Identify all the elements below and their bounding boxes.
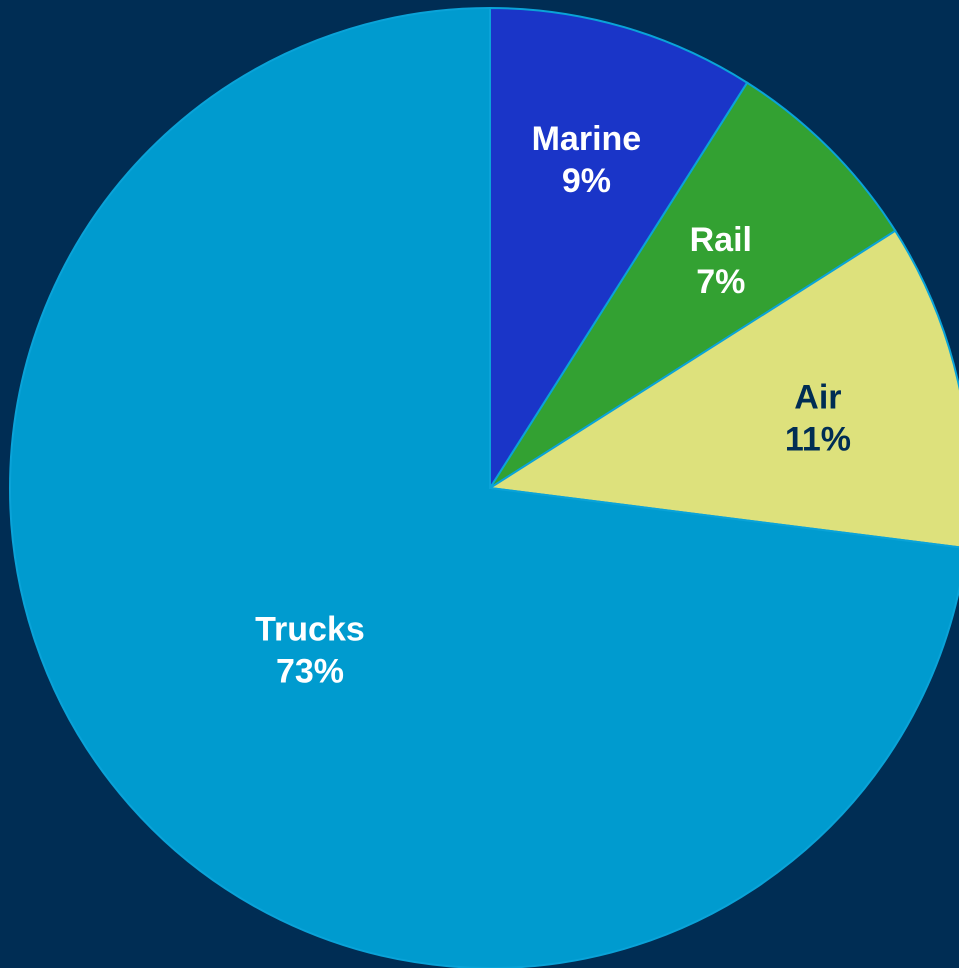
pie-slice-air — [487, 229, 959, 549]
pie-slice-rail — [489, 81, 897, 489]
slice-value-rail: 7% — [696, 263, 745, 301]
slice-label-trucks: Trucks — [255, 611, 365, 649]
pie-slices — [9, 6, 959, 968]
pie-slice-marine — [489, 6, 749, 492]
slice-label-rail: Rail — [690, 221, 752, 259]
pie-slice-trucks — [9, 6, 959, 968]
slice-label-marine: Marine — [532, 120, 642, 158]
slice-value-trucks: 73% — [276, 653, 344, 691]
slice-value-marine: 9% — [562, 162, 611, 200]
pie-labels: Marine 9% Rail 7% Air 11% Trucks 73% — [255, 120, 851, 691]
slice-label-air: Air — [794, 379, 841, 417]
slice-value-air: 11% — [785, 421, 851, 459]
